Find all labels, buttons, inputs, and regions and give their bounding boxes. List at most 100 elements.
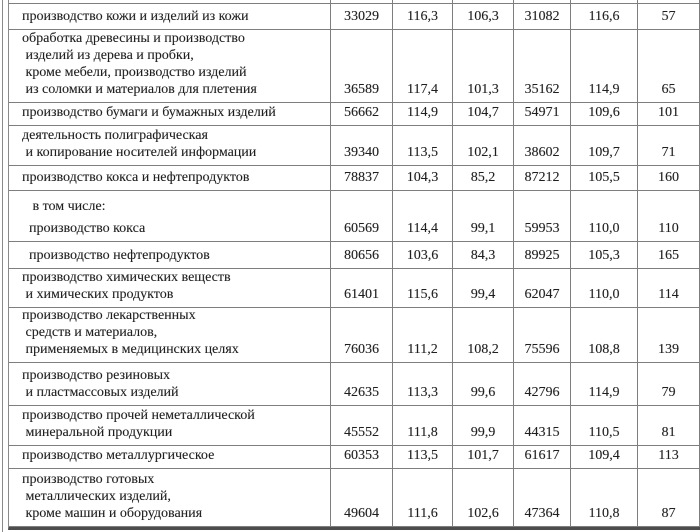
table-row: производство резиновых и пластмассовых и…	[9, 363, 700, 406]
value-cell-6: 165	[638, 242, 700, 268]
value-cell-4: 54971	[514, 103, 571, 125]
value-cell-4: 89925	[514, 242, 571, 268]
value-cell-1: 39340	[331, 126, 393, 165]
table-row: производство кокса и нефтепродуктов 7883…	[9, 166, 700, 191]
value-cell-5: 108,8	[571, 308, 638, 362]
value-cell-1: 60569	[331, 219, 393, 241]
value-cell-5: 105,3	[571, 242, 638, 268]
value-cell-2: 117,4	[393, 30, 453, 102]
value-cell-2: 103,6	[393, 242, 453, 268]
table-row: производство готовых металлических издел…	[9, 469, 700, 527]
column-divider-stub	[638, 0, 700, 3]
value-cell-6: 87	[638, 469, 700, 526]
value-cell-1: 56662	[331, 103, 393, 125]
value-cell-2: 113,3	[393, 363, 453, 405]
value-cell-2: 111,8	[393, 406, 453, 445]
table-row: производство прочей неметаллической мине…	[9, 406, 700, 446]
industry-label: производство нефтепродуктов	[22, 248, 210, 263]
value-cell-6: 139	[638, 308, 700, 362]
industry-label: производство прочей неметаллической мине…	[22, 408, 255, 440]
column-divider-stub	[571, 0, 638, 3]
value-cell-4: 59953	[514, 219, 571, 241]
value-cell-3	[453, 191, 514, 219]
value-cell-5: 110,0	[571, 269, 638, 307]
value-cell-4: 44315	[514, 406, 571, 445]
industry-label: производство резиновых и пластмассовых и…	[22, 368, 179, 400]
table-row: производство кожи и изделий из кожи 3302…	[9, 4, 700, 30]
value-cell-2: 116,3	[393, 4, 453, 29]
value-cell-4: 87212	[514, 166, 571, 190]
industry-label-cell: деятельность полиграфическая и копирован…	[9, 126, 331, 165]
industry-label: производство бумаги и бумажных изделий	[22, 105, 276, 120]
column-divider-stub	[9, 0, 331, 3]
value-cell-2	[393, 191, 453, 219]
industry-label: производство лекарственных средств и мат…	[22, 308, 239, 357]
value-cell-6: 65	[638, 30, 700, 102]
value-cell-3: 99,4	[453, 269, 514, 307]
table-row: в том числе:	[9, 191, 700, 219]
table-row: деятельность полиграфическая и копирован…	[9, 126, 700, 166]
value-cell-4: 61617	[514, 446, 571, 468]
industry-label-cell: производство кокса	[9, 219, 331, 241]
industry-label-cell: в том числе:	[9, 191, 331, 219]
value-cell-4: 31082	[514, 4, 571, 29]
table-row: производство кокса 60569 114,4 99,1 5995…	[9, 219, 700, 242]
value-cell-6: 57	[638, 4, 700, 29]
value-cell-5: 109,4	[571, 446, 638, 468]
industry-label-cell: производство кожи и изделий из кожи	[9, 4, 331, 29]
table-row: производство химических веществ и химиче…	[9, 269, 700, 308]
value-cell-6: 101	[638, 103, 700, 125]
value-cell-5: 105,5	[571, 166, 638, 190]
value-cell-3: 85,2	[453, 166, 514, 190]
industry-label: деятельность полиграфическая и копирован…	[22, 128, 257, 160]
value-cell-1: 80656	[331, 242, 393, 268]
industry-label: производство готовых металлических издел…	[22, 472, 203, 521]
industry-label-cell: производство лекарственных средств и мат…	[9, 308, 331, 362]
value-cell-6: 110	[638, 219, 700, 241]
industry-label-cell: обработка древесины и производство издел…	[9, 30, 331, 102]
value-cell-4: 62047	[514, 269, 571, 307]
value-cell-3: 99,1	[453, 219, 514, 241]
industry-label-cell: производство химических веществ и химиче…	[9, 269, 331, 307]
value-cell-1: 36589	[331, 30, 393, 102]
value-cell-3: 102,6	[453, 469, 514, 526]
value-cell-3: 106,3	[453, 4, 514, 29]
industry-label: обработка древесины и производство издел…	[22, 31, 257, 97]
value-cell-4: 35162	[514, 30, 571, 102]
value-cell-1: 49604	[331, 469, 393, 526]
table-row: обработка древесины и производство издел…	[9, 30, 700, 103]
industry-label-cell: производство готовых металлических издел…	[9, 469, 331, 526]
value-cell-2: 111,6	[393, 469, 453, 526]
table-row: производство лекарственных средств и мат…	[9, 308, 700, 363]
industry-label-cell: производство бумаги и бумажных изделий	[9, 103, 331, 125]
value-cell-1: 33029	[331, 4, 393, 29]
value-cell-6: 79	[638, 363, 700, 405]
value-cell-1	[331, 191, 393, 219]
value-cell-3: 84,3	[453, 242, 514, 268]
value-cell-1: 76036	[331, 308, 393, 362]
column-divider-stub	[331, 0, 393, 3]
value-cell-1: 45552	[331, 406, 393, 445]
value-cell-3: 102,1	[453, 126, 514, 165]
column-divider-stub	[514, 0, 571, 3]
value-cell-6: 160	[638, 166, 700, 190]
value-cell-5: 110,8	[571, 469, 638, 526]
value-cell-4	[514, 191, 571, 219]
value-cell-5: 110,0	[571, 219, 638, 241]
industry-label-cell: производство кокса и нефтепродуктов	[9, 166, 331, 190]
value-cell-5: 109,7	[571, 126, 638, 165]
value-cell-3: 101,3	[453, 30, 514, 102]
value-cell-6	[638, 191, 700, 219]
value-cell-2: 113,5	[393, 446, 453, 468]
industry-label-cell: производство нефтепродуктов	[9, 242, 331, 268]
column-divider-stub	[393, 0, 453, 3]
value-cell-2: 114,9	[393, 103, 453, 125]
table-body: производство кожи и изделий из кожи 3302…	[9, 4, 700, 527]
value-cell-3: 101,7	[453, 446, 514, 468]
industry-label: производство металлургическое	[22, 448, 215, 463]
value-cell-2: 115,6	[393, 269, 453, 307]
value-cell-4: 75596	[514, 308, 571, 362]
value-cell-3: 104,7	[453, 103, 514, 125]
